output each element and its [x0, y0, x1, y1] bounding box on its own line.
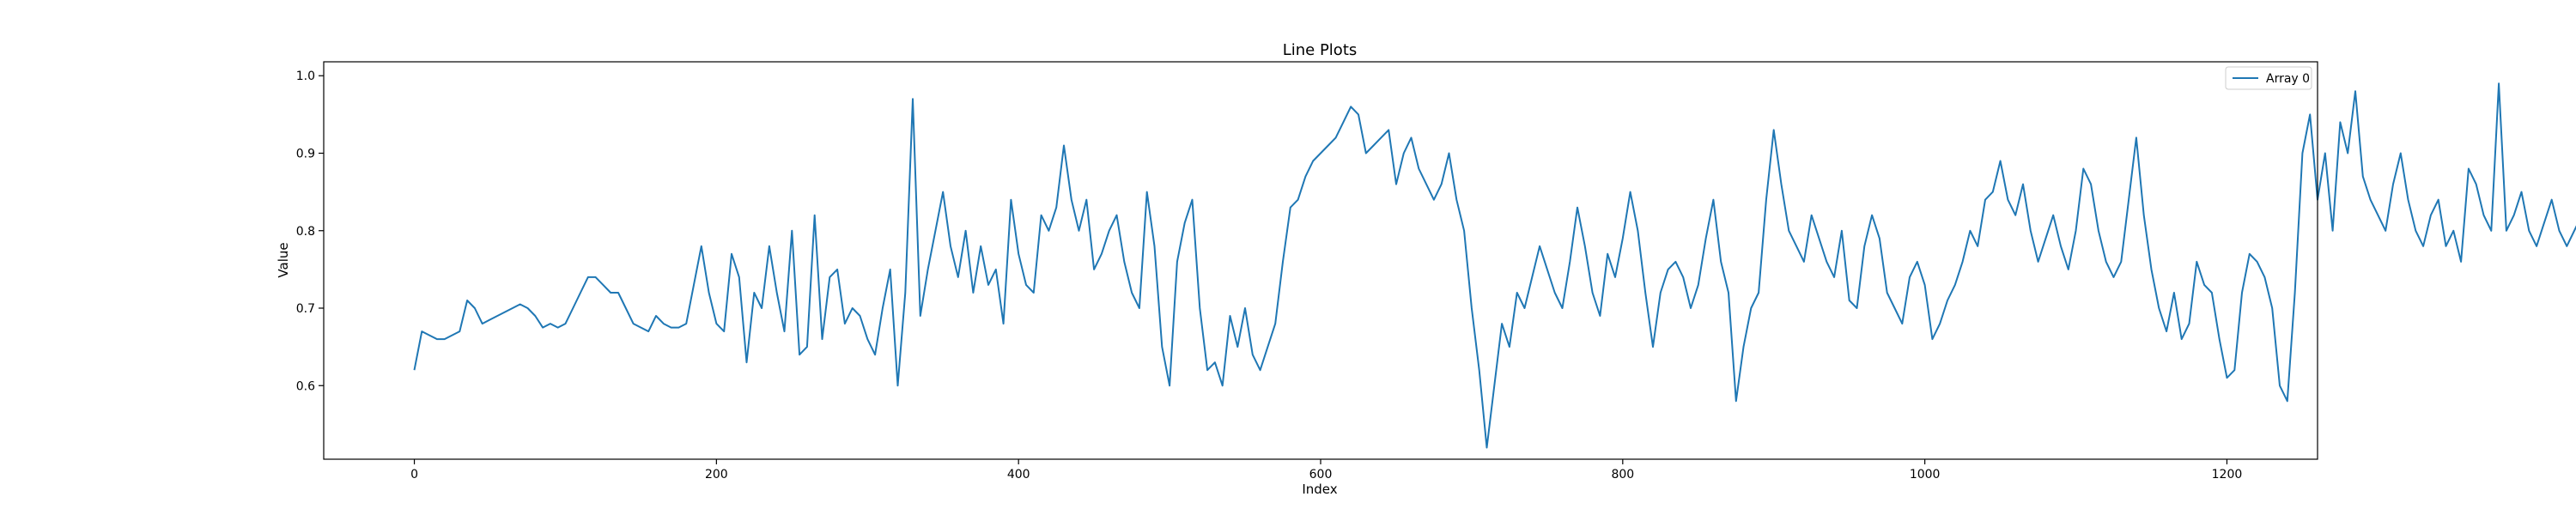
legend-label-array-0: Array 0: [2266, 72, 2310, 86]
y-axis: 0.6 0.7 0.8 0.9 1.0: [296, 70, 324, 393]
x-tick-label: 1200: [2212, 468, 2243, 482]
x-tick-label: 0: [410, 468, 418, 482]
x-tick-label: 400: [1007, 468, 1030, 482]
y-tick-label: 0.6: [296, 379, 315, 393]
series-layer: [413, 82, 2576, 449]
x-tick-label: 200: [705, 468, 728, 482]
series-line-array-0: [413, 82, 2576, 449]
legend: Array 0: [2225, 66, 2312, 90]
plot-background: [324, 62, 2318, 459]
x-tick-label: 1000: [1910, 468, 1941, 482]
y-tick-label: 1.0: [296, 70, 315, 83]
x-axis-label: Index: [1302, 482, 1337, 497]
x-tick-label: 800: [1611, 468, 1634, 482]
y-tick-label: 0.7: [296, 302, 315, 316]
x-axis: 0 200 400 600 800 1000 1200: [410, 459, 2242, 482]
legend-box: [2225, 66, 2312, 90]
y-tick-label: 0.9: [296, 147, 315, 161]
x-tick-label: 600: [1309, 468, 1333, 482]
y-tick-label: 0.8: [296, 225, 315, 239]
y-axis-label: Value: [276, 242, 291, 277]
chart-title: Line Plots: [1283, 41, 1358, 59]
plot-area: [323, 61, 2576, 460]
